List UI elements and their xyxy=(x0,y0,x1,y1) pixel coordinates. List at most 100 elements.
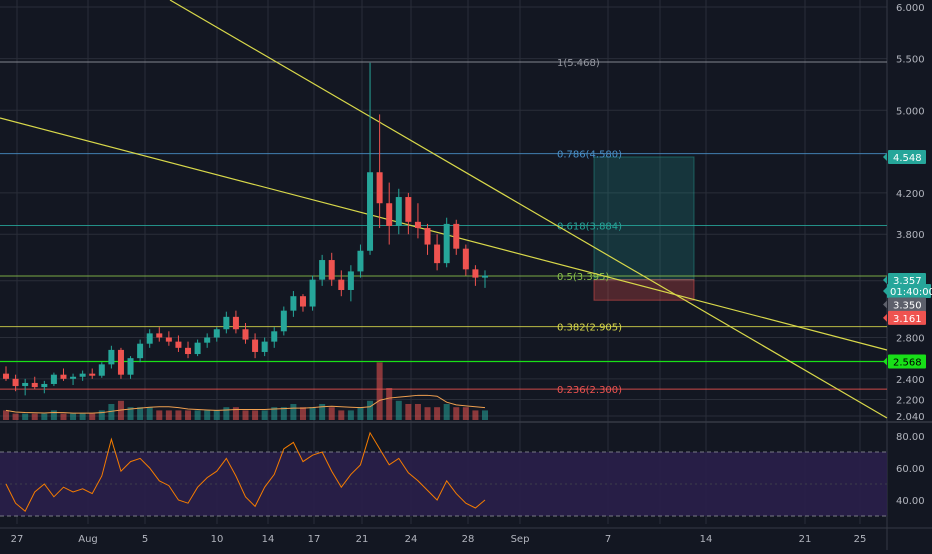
volume-bar xyxy=(204,410,211,420)
time-axis-label: Sep xyxy=(511,534,530,545)
candle-body[interactable] xyxy=(98,364,105,376)
volume-ma-line xyxy=(5,394,486,414)
price-badge xyxy=(888,354,926,369)
volume-bar xyxy=(223,407,230,420)
candle-body[interactable] xyxy=(434,244,441,264)
volume-bar xyxy=(434,407,441,420)
candle-body[interactable] xyxy=(482,275,488,278)
candle-body[interactable] xyxy=(108,349,115,365)
volume-bar xyxy=(194,410,201,420)
candle-body[interactable] xyxy=(443,223,450,264)
volume-bar xyxy=(3,410,9,420)
candle-body[interactable] xyxy=(194,342,201,355)
volume-bar xyxy=(89,413,96,420)
candle-body[interactable] xyxy=(232,316,239,330)
price-badge-label: 4.548 xyxy=(893,153,922,164)
candle-body[interactable] xyxy=(79,373,86,377)
candle-body[interactable] xyxy=(127,358,134,375)
volume-bar xyxy=(156,410,163,420)
volume-bar xyxy=(386,388,393,420)
candle-body[interactable] xyxy=(271,331,278,342)
volume-bar xyxy=(12,413,19,420)
candle-body[interactable] xyxy=(89,373,96,376)
candle-body[interactable] xyxy=(213,329,220,338)
volume-bar xyxy=(405,404,412,420)
candle-body[interactable] xyxy=(319,260,326,280)
candle-body[interactable] xyxy=(50,374,57,384)
time-axis-label: 21 xyxy=(799,534,812,545)
price-badge xyxy=(887,284,931,299)
candle-body[interactable] xyxy=(175,341,182,348)
candle-body[interactable] xyxy=(328,260,335,280)
candle-body[interactable] xyxy=(137,343,144,359)
candle-body[interactable] xyxy=(12,378,19,387)
candle-body[interactable] xyxy=(204,337,211,343)
candle-body[interactable] xyxy=(376,172,383,204)
volume-bar xyxy=(213,410,220,420)
candle-body[interactable] xyxy=(252,339,259,352)
candle-body[interactable] xyxy=(414,221,421,229)
volume-bar xyxy=(328,407,335,420)
rsi-line[interactable] xyxy=(5,431,486,512)
candle-body[interactable] xyxy=(462,248,469,270)
candle-body[interactable] xyxy=(31,382,38,388)
candle-body[interactable] xyxy=(386,203,393,226)
candle-body[interactable] xyxy=(299,296,306,307)
volume-bar xyxy=(146,407,153,420)
trendline-lower[interactable] xyxy=(0,117,888,351)
candle-body[interactable] xyxy=(280,310,287,332)
price-axis-label: 2.400 xyxy=(896,375,925,386)
candle-body[interactable] xyxy=(165,337,172,342)
volume-bar xyxy=(395,400,402,420)
candle-body[interactable] xyxy=(424,228,431,245)
price-axis-label: 5.500 xyxy=(896,55,925,66)
volume-bar xyxy=(175,410,182,420)
candle-body[interactable] xyxy=(472,269,479,278)
time-axis-label: 17 xyxy=(308,534,321,545)
candle-body[interactable] xyxy=(347,271,354,290)
price-axis-label: 6.000 xyxy=(896,3,925,14)
candle-body[interactable] xyxy=(309,279,316,307)
candle-body[interactable] xyxy=(70,376,77,379)
trendline-upper[interactable] xyxy=(169,0,888,419)
candle-body[interactable] xyxy=(261,341,268,352)
candle-body[interactable] xyxy=(60,374,67,379)
candle-body[interactable] xyxy=(22,382,29,387)
candle-body[interactable] xyxy=(338,279,345,290)
volume-bar xyxy=(414,404,421,420)
candle-body[interactable] xyxy=(3,373,9,379)
candle-body[interactable] xyxy=(223,316,230,330)
candle-body[interactable] xyxy=(146,333,153,344)
price-badge-marker xyxy=(883,357,887,366)
candle-body[interactable] xyxy=(242,329,249,340)
candle-body[interactable] xyxy=(357,250,364,272)
rsi-axis-label: 60.00 xyxy=(896,464,925,475)
candle-body[interactable] xyxy=(156,333,163,338)
candle-body[interactable] xyxy=(405,197,412,222)
volume-bar xyxy=(443,404,450,420)
fib-level-label: 1(5.468) xyxy=(557,58,600,69)
volume-bar xyxy=(309,407,316,420)
candle-body[interactable] xyxy=(395,197,402,226)
volume-bar xyxy=(482,410,488,420)
candle-body[interactable] xyxy=(453,223,460,249)
volume-bar xyxy=(472,410,479,420)
volume-bar xyxy=(41,413,48,420)
volume-bar xyxy=(453,407,460,420)
rsi-axis-label: 80.00 xyxy=(896,432,925,443)
volume-bar xyxy=(79,413,86,420)
volume-bar xyxy=(70,413,77,420)
candle-body[interactable] xyxy=(185,347,192,355)
candle-body[interactable] xyxy=(117,349,124,375)
fib-level-label: 0.382(2.905) xyxy=(557,323,622,334)
candle-body[interactable] xyxy=(290,296,297,311)
price-badge xyxy=(888,310,926,325)
candle-body[interactable] xyxy=(41,383,48,388)
position-target-zone[interactable] xyxy=(593,156,695,281)
volume-bar xyxy=(22,413,29,420)
position-stop-zone[interactable] xyxy=(593,279,695,301)
volume-bar xyxy=(280,407,287,420)
candle-body[interactable] xyxy=(367,172,374,251)
